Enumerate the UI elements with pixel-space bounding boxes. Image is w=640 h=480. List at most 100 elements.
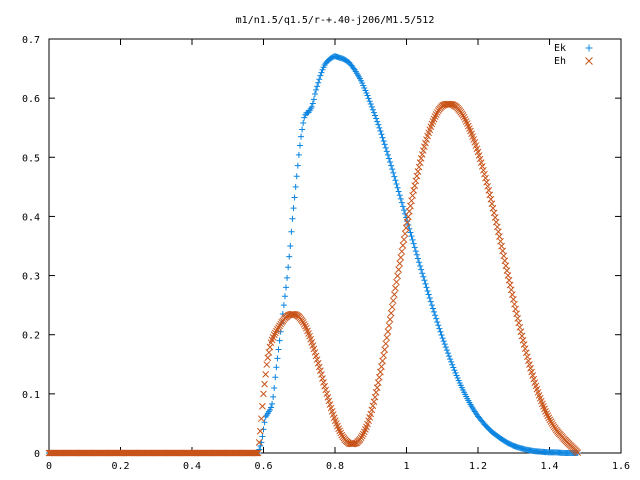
data-point-eh [253,449,261,457]
data-point-ek [389,166,396,173]
data-point-eh [367,410,375,418]
data-point-ek [270,393,277,400]
data-point-ek [437,328,444,335]
data-point-eh [370,398,378,406]
data-point-eh [403,218,411,226]
data-point-ek [363,89,370,96]
data-point-ek [370,109,377,116]
data-point-ek [281,293,288,300]
data-point-ek [448,358,455,365]
data-point-eh [525,357,532,365]
data-point-eh [527,364,534,372]
data-point-eh [414,168,422,175]
data-point-ek [381,141,388,148]
data-point-ek [421,277,428,284]
data-point-eh [316,367,324,375]
data-point-eh [515,319,523,327]
data-point-eh [543,410,550,417]
data-point-eh [404,213,412,221]
data-point-ek [451,367,458,374]
data-point-eh [321,382,328,390]
data-point-ek [391,173,398,180]
data-point-eh [261,380,268,388]
data-point-ek [379,134,386,141]
data-point-ek [298,133,305,140]
data-point-ek [397,195,404,202]
data-point-eh [431,113,439,120]
data-point-ek [259,433,266,440]
data-point-ek [419,270,426,277]
data-point-eh [392,284,399,292]
data-point-eh [260,390,267,398]
data-point-ek [280,302,287,309]
data-point-ek [393,181,400,188]
data-point-ek [276,337,283,344]
x-tick-label: 0 [46,461,52,472]
data-point-eh [318,371,325,378]
data-point-eh [518,332,526,340]
data-point-ek [407,229,414,236]
data-point-eh [313,356,321,363]
data-point-ek [285,264,292,271]
data-point-eh [291,311,298,318]
data-point-ek [376,124,383,131]
data-point-ek [431,308,438,315]
data-point-eh [368,406,376,414]
data-point-ek [287,243,294,249]
data-point-ek [268,404,275,411]
data-point-ek [314,83,321,90]
data-point-ek [447,356,454,363]
data-point-ek [434,318,441,325]
data-point-eh [460,113,468,121]
data-point-ek [426,295,433,302]
data-point-ek [396,192,403,199]
data-point-eh [264,354,272,362]
data-point-ek [440,338,447,345]
data-point-ek [316,76,323,83]
data-point-ek [411,244,418,251]
data-point-ek [385,155,392,162]
data-point-ek [442,344,449,351]
data-point-eh [480,166,487,174]
data-point-eh [413,172,421,180]
data-point-eh [394,272,401,280]
data-point-eh [369,402,377,410]
data-point-ek [274,355,281,362]
data-point-eh [390,291,398,298]
y-tick-label: 0.3 [22,272,40,283]
data-point-ek [301,114,308,121]
data-point-ek [309,100,316,107]
data-point-ek [449,361,456,368]
data-point-ek [311,91,318,98]
data-point-ek [438,331,445,338]
data-point-ek [286,253,293,260]
data-point-eh [381,346,389,353]
y-tick-label: 0.6 [22,94,40,105]
data-point-ek [444,350,451,357]
data-point-eh [461,115,469,123]
data-point-eh [399,242,407,249]
data-point-eh [574,449,582,456]
data-point-ek [418,266,425,273]
data-point-eh [517,328,525,336]
data-point-eh [416,159,424,166]
data-point-ek [417,262,424,269]
x-tick-label: 0.4 [183,461,201,472]
legend-marker-eh [585,57,593,65]
legend-label-eh: Eh [554,56,566,67]
data-point-ek [446,353,453,360]
data-point-ek [350,65,357,72]
data-point-ek [399,203,406,210]
data-point-eh [484,182,492,190]
data-point-ek [289,215,296,222]
data-point-ek [261,419,268,426]
data-point-eh [477,159,485,166]
data-point-eh [408,197,415,205]
legend: Ek Eh [554,43,593,67]
data-point-eh [258,415,265,423]
data-point-eh [419,147,427,154]
data-point-eh [485,187,493,194]
data-point-ek [300,119,307,126]
data-point-ek [377,128,384,135]
data-point-ek [313,86,320,93]
